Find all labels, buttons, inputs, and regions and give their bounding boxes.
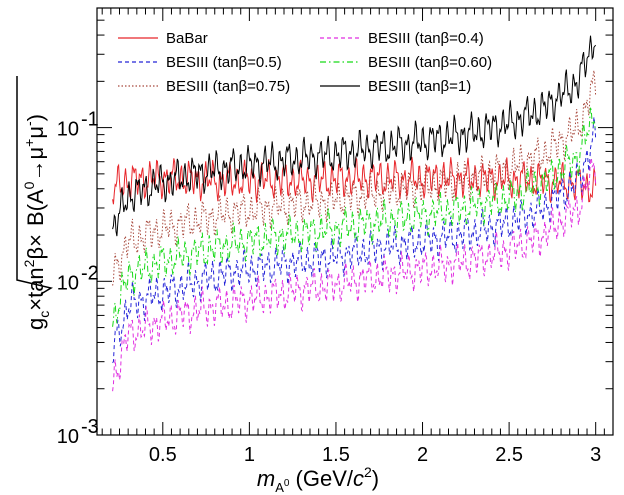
y-tick-label: 10 xyxy=(57,426,79,448)
y-title-g: g xyxy=(23,318,48,330)
y-title-g-sub: c xyxy=(36,311,52,318)
series-line-5 xyxy=(112,35,597,237)
y-title-beta: β× xyxy=(23,234,48,260)
y-tick-label-exp: -1 xyxy=(81,109,99,131)
y-title-A-sup: 0 xyxy=(21,181,37,189)
legend-label: BaBar xyxy=(166,30,208,47)
legend-label: BESIII (tanβ=0.60) xyxy=(368,54,492,71)
x-tick-label: 1 xyxy=(244,444,255,466)
legend-label: BESIII (tanβ=0.4) xyxy=(368,30,484,47)
x-axis-title: mA0 (GeV/c2) xyxy=(257,464,379,495)
series-line-1 xyxy=(112,116,597,364)
y-title-tan-sup: 2 xyxy=(21,259,37,267)
series-line-4 xyxy=(112,106,597,327)
ticks-layer xyxy=(97,8,614,436)
y-title-times-tan: ×tan xyxy=(23,267,48,310)
y-title-close: ) xyxy=(23,114,48,121)
x-tick-label: 0.5 xyxy=(149,444,177,466)
x-tick-label: 2 xyxy=(417,444,428,466)
x-axis-title-c-sup: 2 xyxy=(364,464,372,480)
y-title-mu-minus: - xyxy=(21,121,37,126)
x-axis-title-c: c xyxy=(353,466,364,491)
y-title-arrow: →μ xyxy=(23,147,48,182)
svg-text:gc×tan2β×B(A0→μ+μ-): gc×tan2β× B(A0→μ+μ-) xyxy=(21,114,52,330)
legend-label: BESIII (tanβ=1) xyxy=(368,78,471,95)
legend-label: BESIII (tanβ=0.75) xyxy=(166,78,290,95)
y-tick-label: 10 xyxy=(57,119,79,141)
plot-frame xyxy=(96,7,614,436)
tick-labels-layer: 0.5 1 1.5 2 2.5 310-310-210-1 xyxy=(57,109,601,466)
x-axis-title-close: ) xyxy=(372,466,379,491)
x-tick-label: 2.5 xyxy=(495,444,523,466)
y-tick-label-exp: -2 xyxy=(81,262,99,284)
sqrt-sign xyxy=(16,76,53,295)
legend-label: BESIII (tanβ=0.5) xyxy=(166,54,282,71)
series-line-2 xyxy=(112,70,597,286)
y-tick-label-exp: -3 xyxy=(81,416,99,438)
series-line-0 xyxy=(112,156,597,205)
y-title-mu-plus: + xyxy=(21,139,37,147)
series-line-3 xyxy=(112,157,597,392)
x-axis-title-main: m xyxy=(257,466,275,491)
series-layer xyxy=(112,35,597,392)
y-title-mu: μ xyxy=(23,126,48,139)
y-axis-title: gc×tan2β× B(A0→μ+μ-) xyxy=(16,76,53,330)
y-title-B: B(A xyxy=(23,189,48,226)
x-tick-label: 3 xyxy=(590,444,601,466)
x-tick-label: 1.5 xyxy=(322,444,350,466)
x-axis-title-units: (GeV/ xyxy=(289,466,353,491)
legend: BaBar BESIII (tanβ=0.5) BESIII (tanβ=0.75)… xyxy=(118,30,492,95)
x-axis-title-sub-sup: 0 xyxy=(284,478,290,489)
y-tick-label: 10 xyxy=(57,272,79,294)
x-axis-title-sub: A xyxy=(275,480,284,495)
